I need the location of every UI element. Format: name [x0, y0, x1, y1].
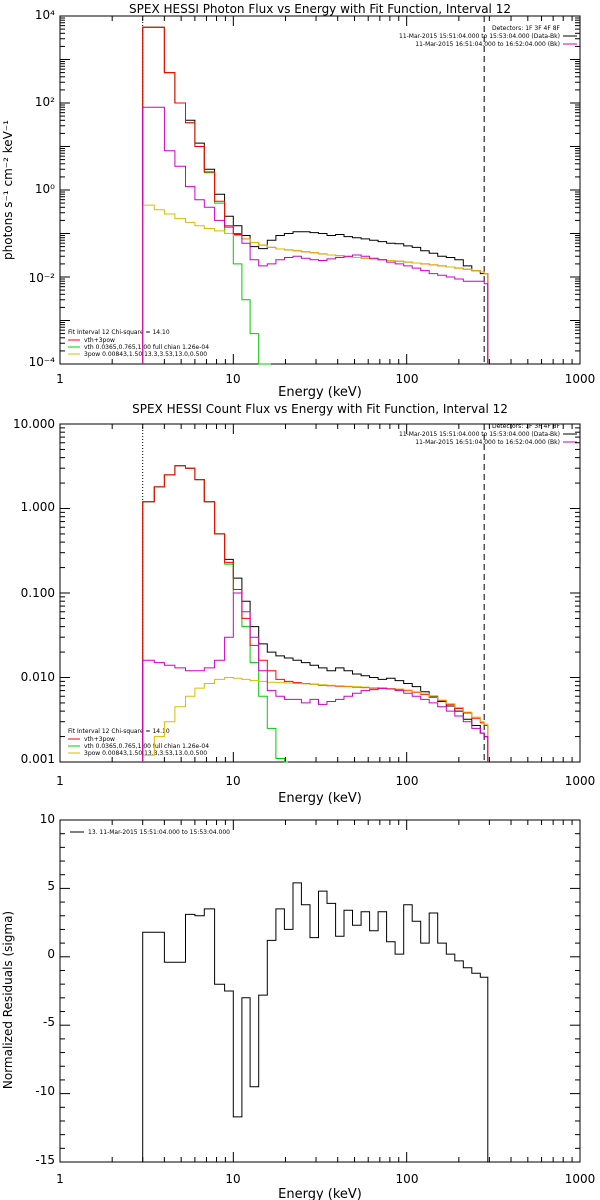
photon-legend-bottom: Fit Interval 12 Chi-square = 14.10 vth+3… — [68, 329, 209, 358]
residual-panel-ylabel: Normalized Residuals (sigma) — [1, 911, 15, 1089]
photon-legend-fit-interval: Fit Interval 12 Chi-square = 14.10 — [68, 329, 170, 336]
count-ytick-label-10.000: 10.000 — [13, 417, 55, 431]
photon-panel-ylabel: photons s⁻¹ cm⁻² keV⁻¹ — [1, 120, 15, 260]
count-legend-bkg-interval: 11-Mar-2015 16:51:04.000 to 16:52:04.000… — [415, 439, 560, 446]
count-ytick-label-0.100: 0.100 — [21, 586, 55, 600]
photon-panel-title: SPEX HESSI Photon Flux vs Energy with Fi… — [129, 2, 511, 16]
photon-legend-thermal-label: vth 0.0365,0.765,1.00 full chian 1.26e-0… — [84, 344, 209, 351]
photon-ytick-label-1e-2: 10⁻² — [29, 271, 56, 285]
count-series-total — [142, 465, 489, 762]
count-panel-xlabel: Energy (keV) — [278, 791, 362, 806]
photon-xticks: 1 10 100 1000 — [56, 372, 595, 386]
residual-ytick-label-0: 0 — [47, 947, 55, 961]
count-xtick-label-100: 100 — [396, 774, 419, 788]
residual-xtick-label-1: 1 — [56, 1172, 64, 1186]
residual-ytick-label-m15: -15 — [35, 1153, 55, 1167]
photon-series-bkg — [142, 106, 489, 364]
residual-legend-label: 13. 11-Mar-2015 15:51:04.000 to 15:53:04… — [88, 829, 230, 836]
count-legend-nonthermal-label: 3pow 0.00843,1.50,13.3,3.53,13.0,0.500 — [84, 750, 207, 757]
count-yticks: 0.001 0.010 0.100 1.000 10.000 — [13, 417, 55, 766]
residual-panel-xlabel: Energy (keV) — [278, 1187, 362, 1200]
residual-ytick-label-10: 10 — [40, 812, 55, 826]
plot-layer — [59, 15, 581, 1163]
photon-series-thermal — [142, 26, 271, 365]
count-legend-top: Detectors: 1F 3F 4F 8F 11-Mar-2015 15:51… — [399, 423, 577, 446]
residual-ytick-label-5: 5 — [47, 879, 55, 893]
count-legend-total-label: vth+3pow — [84, 736, 115, 743]
residual-xticks: 1 10 100 1000 — [56, 1172, 595, 1186]
photon-xtick-label-100: 100 — [396, 372, 419, 386]
count-series-bkg — [142, 592, 489, 762]
photon-legend-bkg-interval: 11-Mar-2015 16:51:04.000 to 16:52:04.000… — [415, 41, 560, 48]
photon-series-data — [142, 26, 489, 364]
photon-legend-top: Detectors: 1F 3F 4F 8F 11-Mar-2015 15:51… — [399, 25, 577, 48]
photon-ytick-label-1e2: 10² — [35, 95, 55, 109]
photon-xtick-label-10: 10 — [225, 372, 240, 386]
count-ytick-label-0.001: 0.001 — [21, 752, 55, 766]
count-series-thermal — [142, 465, 288, 763]
photon-xtick-label-1000: 1000 — [565, 372, 596, 386]
residuals-panel: Normalized Residuals (sigma) Energy (keV… — [1, 812, 595, 1200]
count-xtick-label-1000: 1000 — [565, 774, 596, 788]
count-legend-detectors: Detectors: 1F 3F 4F 8F — [492, 423, 561, 430]
photon-legend-data-interval: 11-Mar-2015 15:51:04.000 to 15:53:04.000… — [399, 33, 560, 40]
photon-legend-total-label: vth+3pow — [84, 337, 115, 344]
count-legend-fit-interval: Fit Interval 12 Chi-square = 14.10 — [68, 728, 170, 735]
count-ytick-label-1.000: 1.000 — [21, 500, 55, 514]
count-legend-thermal-label: vth 0.0365,0.765,1.00 full chian 1.26e-0… — [84, 743, 209, 750]
residual-yticks: -15 -10 -5 0 5 10 — [35, 812, 55, 1167]
residual-xtick-label-10: 10 — [225, 1172, 240, 1186]
count-xtick-label-1: 1 — [56, 774, 64, 788]
photon-panel-xlabel: Energy (keV) — [278, 385, 362, 400]
count-legend-data-interval: 11-Mar-2015 15:51:04.000 to 15:53:04.000… — [399, 431, 560, 438]
photon-series-nonthermal — [142, 204, 489, 364]
photon-xtick-label-1: 1 — [56, 372, 64, 386]
photon-ytick-label-1e0: 10⁰ — [35, 182, 55, 196]
count-axes-frame — [59, 423, 581, 763]
count-xtick-label-10: 10 — [225, 774, 240, 788]
photon-ytick-label-1e4: 10⁴ — [35, 8, 55, 22]
count-legend-bottom: Fit Interval 12 Chi-square = 14.10 vth+3… — [68, 728, 209, 757]
photon-axes-frame — [59, 15, 581, 365]
residual-axes-frame — [59, 819, 581, 1163]
photon-ytick-label-1e-4: 10⁻⁴ — [29, 355, 56, 369]
count-panel-title: SPEX HESSI Count Flux vs Energy with Fit… — [132, 402, 508, 416]
count-series-nonthermal — [142, 677, 489, 762]
residual-xtick-label-100: 100 — [396, 1172, 419, 1186]
count-series-data — [142, 465, 489, 762]
count-ytick-label-0.010: 0.010 — [21, 670, 55, 684]
count-flux-panel: SPEX HESSI Count Flux vs Energy with Fit… — [13, 402, 595, 806]
photon-legend-detectors: Detectors: 1F 3F 4F 8F — [492, 25, 561, 32]
photon-yticks: 10⁻⁴ 10⁻² 10⁰ 10² 10⁴ — [29, 8, 56, 369]
photon-legend-nonthermal-label: 3pow 0.00843,1.50,13.3,3.53,13.0,0.500 — [84, 351, 207, 358]
residual-series-residuals — [142, 882, 489, 1162]
residual-ytick-label-m10: -10 — [35, 1084, 55, 1098]
residual-xtick-label-1000: 1000 — [565, 1172, 596, 1186]
count-xticks: 1 10 100 1000 — [56, 774, 595, 788]
photon-flux-panel: SPEX HESSI Photon Flux vs Energy with Fi… — [1, 2, 595, 400]
residual-ytick-label-m5: -5 — [43, 1015, 55, 1029]
